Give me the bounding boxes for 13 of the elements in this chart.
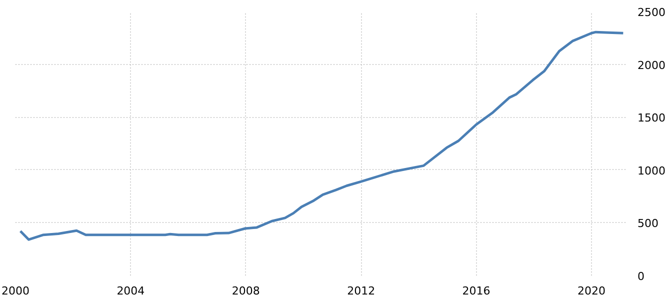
x-tick-label: 2004 [116, 284, 145, 297]
y-tick-label: 0 [638, 270, 644, 283]
x-tick-label: 2020 [578, 284, 606, 297]
x-tick-label: 2012 [347, 284, 376, 297]
x-tick-label: 2016 [462, 284, 490, 297]
y-tick-label: 2000 [638, 58, 666, 72]
x-tick-label: 2008 [232, 284, 260, 297]
line-series [19, 30, 624, 241]
y-tick-label: 500 [638, 217, 658, 230]
y-tick-label: 1500 [638, 112, 666, 125]
x-tick-label: 2000 [2, 284, 30, 297]
y-tick-label: 2500 [638, 6, 666, 19]
y-tick-label: 1000 [638, 164, 666, 178]
